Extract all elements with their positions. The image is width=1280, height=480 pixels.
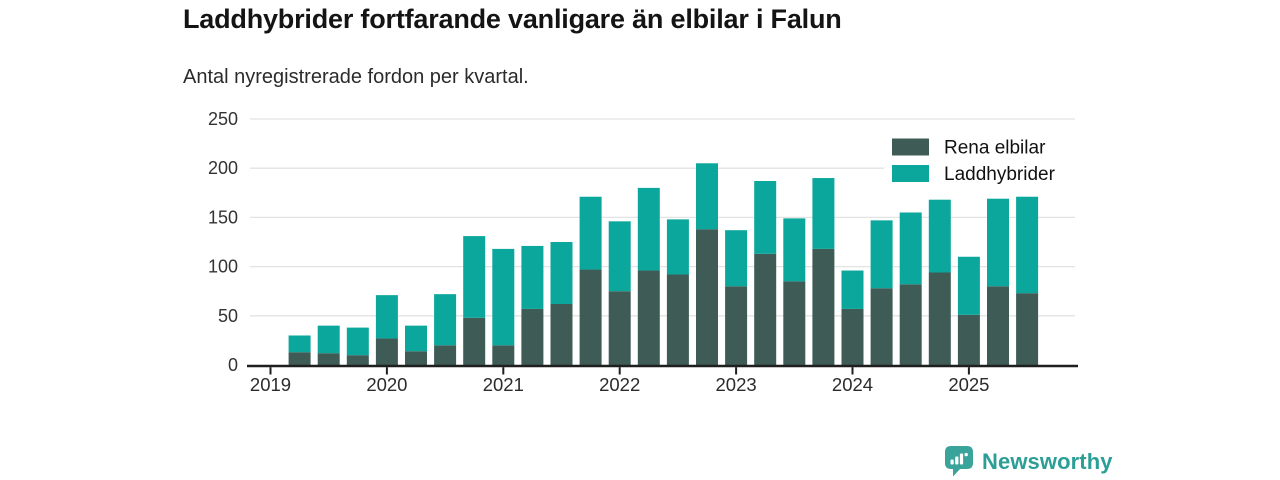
bar-segment-rena-elbilar bbox=[1016, 293, 1039, 365]
newsworthy-brand: Newsworthy bbox=[944, 445, 1113, 478]
x-tick-label: 2023 bbox=[716, 374, 757, 395]
bar-segment-laddhybrider bbox=[870, 220, 893, 289]
bar-segment-laddhybrider bbox=[579, 196, 602, 270]
x-tick-label: 2022 bbox=[599, 374, 640, 395]
y-tick-label: 50 bbox=[218, 306, 238, 326]
legend-swatch-rena-elbilar bbox=[892, 138, 929, 156]
bar-segment-laddhybrider bbox=[550, 242, 573, 304]
bar-segment-rena-elbilar bbox=[608, 291, 631, 365]
logo-bar-1 bbox=[950, 459, 954, 465]
bar-segment-rena-elbilar bbox=[841, 308, 864, 365]
bar-segment-rena-elbilar bbox=[346, 355, 369, 365]
logo-bar-2 bbox=[955, 456, 959, 465]
bar-segment-laddhybrider bbox=[317, 325, 340, 354]
bar-segment-laddhybrider bbox=[375, 295, 398, 339]
bar-segment-rena-elbilar bbox=[579, 269, 602, 365]
bar-segment-rena-elbilar bbox=[463, 317, 486, 365]
newsworthy-logo-icon bbox=[945, 446, 973, 477]
bar-segment-laddhybrider bbox=[987, 198, 1009, 287]
bar-segment-rena-elbilar bbox=[870, 288, 893, 365]
bar-segment-rena-elbilar bbox=[375, 338, 398, 365]
bar-segment-rena-elbilar bbox=[317, 353, 340, 365]
bar-segment-laddhybrider bbox=[754, 180, 777, 254]
bar-segment-rena-elbilar bbox=[899, 284, 922, 365]
bar-segment-laddhybrider bbox=[608, 221, 631, 292]
bar-segment-rena-elbilar bbox=[666, 274, 689, 365]
legend-swatch-laddhybrider bbox=[892, 165, 929, 182]
bar-segment-rena-elbilar bbox=[434, 345, 457, 365]
bar-segment-laddhybrider bbox=[899, 212, 922, 285]
bar-segment-laddhybrider bbox=[492, 248, 515, 346]
bar-segment-laddhybrider bbox=[434, 294, 457, 346]
bar-segment-laddhybrider bbox=[928, 199, 951, 273]
bar-segment-laddhybrider bbox=[346, 327, 369, 356]
bar-segment-rena-elbilar bbox=[696, 229, 718, 365]
brand-name: Newsworthy bbox=[982, 448, 1113, 474]
bar-segment-rena-elbilar bbox=[987, 286, 1009, 365]
bar-segment-rena-elbilar bbox=[928, 272, 951, 365]
bar-segment-laddhybrider bbox=[725, 230, 748, 287]
y-tick-label: 250 bbox=[208, 109, 238, 129]
y-tick-label: 0 bbox=[228, 355, 238, 375]
x-tick-label: 2025 bbox=[948, 374, 989, 395]
chart-title: Laddhybrider fortfarande vanligare än el… bbox=[183, 4, 842, 34]
bar-segment-rena-elbilar bbox=[812, 248, 835, 365]
bar-segment-rena-elbilar bbox=[783, 281, 806, 365]
bar-segment-laddhybrider bbox=[783, 218, 806, 282]
bar-segment-laddhybrider bbox=[841, 270, 864, 309]
x-tick-label: 2024 bbox=[832, 374, 873, 395]
x-tick-label: 2020 bbox=[366, 374, 407, 395]
bar-segment-laddhybrider bbox=[957, 256, 980, 315]
bar-segment-rena-elbilar bbox=[405, 351, 427, 365]
bar-segment-rena-elbilar bbox=[521, 308, 544, 365]
bar-segment-rena-elbilar bbox=[288, 352, 311, 365]
speech-bubble-shape bbox=[945, 446, 973, 477]
bar-segment-laddhybrider bbox=[521, 245, 544, 309]
legend-label-laddhybrider: Laddhybrider bbox=[944, 164, 1056, 185]
bar-segment-laddhybrider bbox=[637, 187, 660, 271]
bar-segment-rena-elbilar bbox=[957, 314, 980, 365]
bar-segment-laddhybrider bbox=[1016, 196, 1039, 294]
bar-segment-laddhybrider bbox=[463, 236, 486, 318]
bar-segment-laddhybrider bbox=[288, 335, 311, 353]
x-tick-label: 2021 bbox=[483, 374, 524, 395]
y-tick-label: 150 bbox=[208, 207, 238, 227]
bar-segment-laddhybrider bbox=[812, 178, 835, 249]
chart-subtitle: Antal nyregistrerade fordon per kvartal. bbox=[183, 66, 529, 88]
x-tick-label: 2019 bbox=[250, 374, 291, 395]
bar-segment-rena-elbilar bbox=[754, 253, 777, 365]
y-tick-label: 100 bbox=[208, 257, 238, 277]
logo-bar-3 bbox=[959, 453, 964, 465]
bar-segment-rena-elbilar bbox=[492, 345, 515, 365]
bar-segment-rena-elbilar bbox=[550, 303, 573, 365]
logo-dot bbox=[964, 452, 968, 457]
bar-segment-laddhybrider bbox=[666, 219, 689, 275]
bar-segment-rena-elbilar bbox=[637, 270, 660, 365]
y-tick-label: 200 bbox=[208, 158, 238, 178]
legend-label-rena-elbilar: Rena elbilar bbox=[944, 138, 1046, 159]
bar-segment-laddhybrider bbox=[405, 325, 427, 352]
bar-segment-laddhybrider bbox=[696, 163, 718, 230]
bar-segment-rena-elbilar bbox=[725, 286, 748, 365]
